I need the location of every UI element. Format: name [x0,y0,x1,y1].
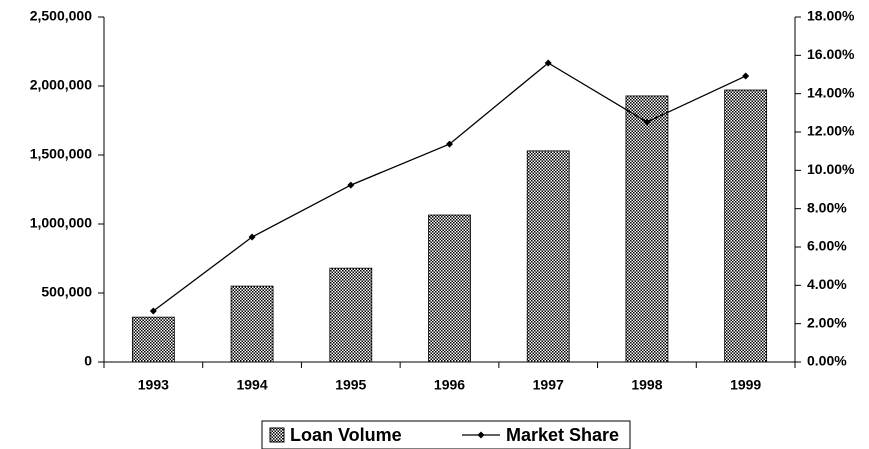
legend-marker [477,431,485,439]
y2-tick-label: 12.00% [807,123,855,139]
y-tick-label: 1,500,000 [30,146,92,162]
y-tick-label: 0 [84,353,92,369]
bar [131,316,175,363]
y2-tick-label: 8.00% [807,199,847,215]
line-marker [742,72,750,80]
bar [526,150,570,363]
legend-text: Market Share [506,425,619,445]
y-tick-label: 500,000 [41,284,92,300]
y2-tick-label: 4.00% [807,276,847,292]
x-tick-label: 1995 [335,377,366,393]
bar [428,214,471,363]
y-tick-label: 1,000,000 [30,215,92,231]
legend-swatch [269,427,285,443]
y2-tick-label: 6.00% [807,238,847,254]
x-tick-label: 1994 [236,377,267,393]
y2-tick-label: 0.00% [807,353,847,369]
legend-box [261,420,631,449]
y2-tick-label: 16.00% [807,46,855,62]
x-tick-label: 1997 [533,377,564,393]
y2-tick-label: 10.00% [807,161,855,177]
y-tick-label: 2,000,000 [30,77,92,93]
y2-tick-label: 2.00% [807,314,847,330]
line-marker [544,59,552,67]
legend-text: Loan Volume [290,425,402,445]
y2-tick-label: 14.00% [807,84,855,100]
line-marker [248,233,256,241]
x-tick-label: 1993 [138,377,169,393]
bar [329,267,373,363]
y2-tick-label: 18.00% [807,8,855,24]
bar [230,285,274,363]
bar [724,89,768,363]
line-marker [347,181,355,189]
line-marker [149,307,157,315]
x-tick-label: 1998 [631,377,662,393]
x-tick-label: 1999 [730,377,761,393]
line-marker [446,140,453,148]
x-tick-label: 1996 [434,377,465,393]
bar [625,95,669,363]
line-marker [643,118,651,126]
y-tick-label: 2,500,000 [30,8,92,24]
